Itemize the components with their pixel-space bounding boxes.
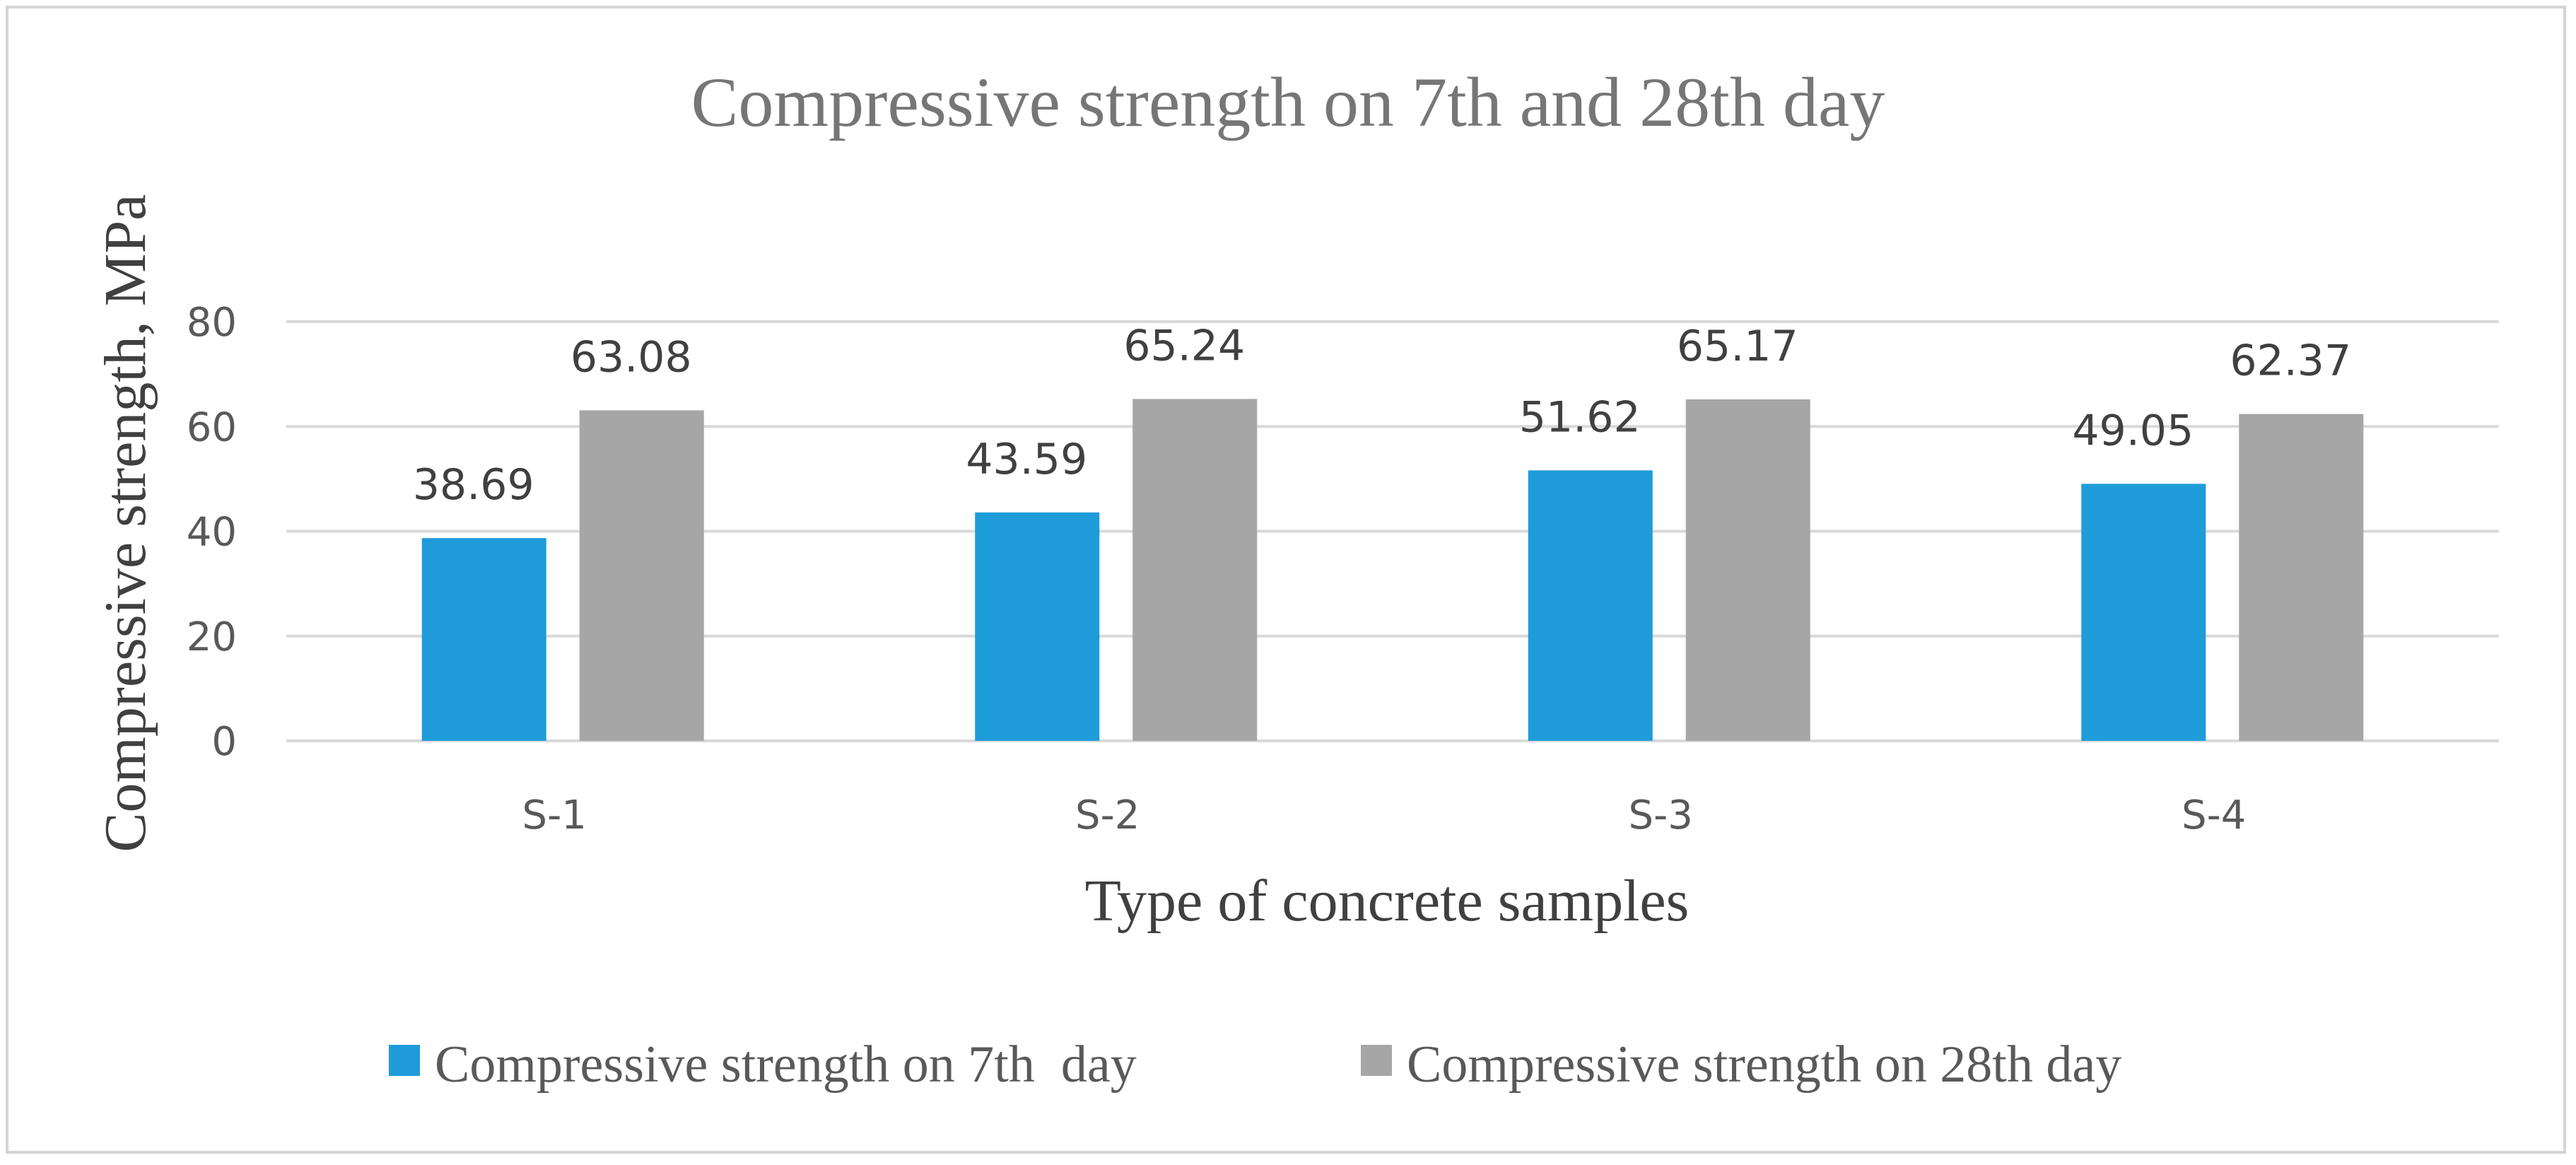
y-tick-label: 60 <box>187 404 237 450</box>
bar-7th-day-s-1 <box>421 538 546 741</box>
x-tick-label: S-4 <box>2182 792 2246 838</box>
legend-swatch-7th-day <box>389 1045 420 1076</box>
y-tick-label: 40 <box>187 510 237 556</box>
y-tick-label: 20 <box>187 614 237 660</box>
y-axis-title: Compressive strength, MPa <box>93 194 158 853</box>
data-label: 65.17 <box>1677 322 1798 371</box>
bar-7th-day-s-3 <box>1528 470 1653 741</box>
data-label: 65.24 <box>1123 321 1245 370</box>
x-axis-title: Type of concrete samples <box>1085 868 1690 934</box>
x-axis-ticks: S-1 S-2 S-3 S-4 <box>522 792 2247 838</box>
data-label: 62.37 <box>2230 336 2351 386</box>
y-tick-label: 0 <box>211 719 237 765</box>
data-label: 38.69 <box>413 460 534 510</box>
bar-28th-day-s-4 <box>2239 414 2364 741</box>
chart-title: Compressive strength on 7th and 28th day <box>691 63 1885 141</box>
bar-28th-day-s-1 <box>579 410 704 741</box>
x-tick-label: S-3 <box>1629 792 1693 838</box>
legend-label-28th-day: Compressive strength on 28th day <box>1407 1036 2121 1094</box>
x-tick-label: S-2 <box>1075 792 1140 838</box>
data-labels: 38.69 63.08 43.59 65.24 51.62 65.17 49.05 62.37 <box>413 321 2351 510</box>
bar-7th-day-s-2 <box>975 512 1100 741</box>
y-axis-ticks: 0 20 40 60 80 <box>187 300 237 765</box>
bar-28th-day-s-2 <box>1132 399 1258 741</box>
bar-7th-day-s-4 <box>2081 484 2206 741</box>
data-label: 49.05 <box>2072 406 2194 455</box>
legend-swatch-28th-day <box>1361 1045 1392 1076</box>
x-tick-label: S-1 <box>522 792 587 838</box>
legend: Compressive strength on 7th day Compress… <box>389 1036 2121 1094</box>
bar-28th-day-s-3 <box>1685 399 1810 741</box>
bars <box>421 399 2364 741</box>
data-label: 43.59 <box>966 435 1087 484</box>
y-tick-label: 80 <box>187 300 237 346</box>
legend-label-7th-day: Compressive strength on 7th day <box>435 1036 1137 1094</box>
data-label: 63.08 <box>570 332 692 382</box>
data-label: 51.62 <box>1519 392 1641 442</box>
